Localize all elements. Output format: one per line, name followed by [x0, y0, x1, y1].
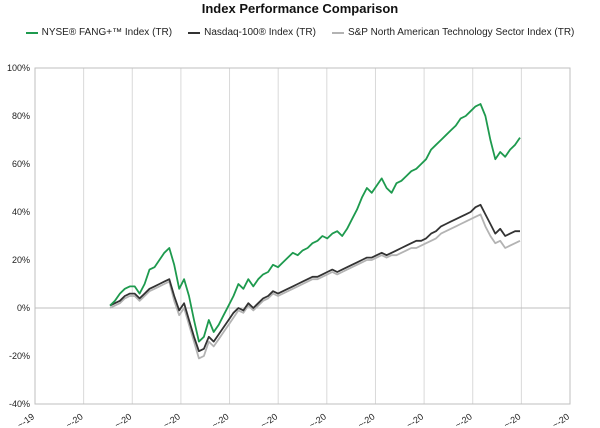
x-tick-label: ~-20	[210, 411, 231, 428]
x-tick-label: ~-20	[502, 411, 523, 428]
legend-label: NYSE® FANG+™ Index (TR)	[41, 27, 173, 38]
series-line-2	[109, 213, 521, 360]
legend-item-2: S&P North American Technology Sector Ind…	[331, 27, 575, 38]
legend-label: Nasdaq-100® Index (TR)	[204, 27, 316, 38]
legend-swatch	[331, 31, 344, 34]
legend: NYSE® FANG+™ Index (TR) Nasdaq-100® Index…	[0, 27, 600, 38]
y-tick-labels: -40% -20% 0% 20% 40% 60% 80% 100%	[7, 63, 30, 409]
y-tick-label: 20%	[12, 255, 30, 265]
x-tick-labels: ~-19 ~-20 ~-20 ~-20 ~-20 ~-20 ~-20 ~-20 ~-20 ~-20…	[15, 411, 571, 428]
y-tick-label: 40%	[12, 207, 30, 217]
y-tick-label: 0%	[17, 303, 30, 313]
y-tick-label: 80%	[12, 111, 30, 121]
series-line-0	[109, 103, 521, 343]
legend-label: S&P North American Technology Sector Ind…	[347, 27, 575, 38]
x-tick-label: ~-19	[15, 411, 36, 428]
series-line-1	[109, 203, 520, 353]
legend-swatch	[25, 31, 38, 34]
plot-frame	[34, 67, 571, 405]
y-tick-label: -20%	[9, 351, 30, 361]
y-tick-label: 60%	[12, 159, 30, 169]
x-tick-label: ~-20	[307, 411, 328, 428]
legend-item-0: NYSE® FANG+™ Index (TR)	[25, 27, 173, 38]
legend-swatch	[188, 31, 201, 34]
x-tick-label: ~-20	[356, 411, 377, 428]
axes	[34, 67, 571, 405]
x-tick-label: ~-20	[161, 411, 182, 428]
x-tick-label: ~-20	[113, 411, 134, 428]
x-tick-label: ~-20	[550, 411, 571, 428]
x-tick-label: ~-20	[64, 411, 85, 428]
x-tick-label: ~-20	[453, 411, 474, 428]
y-tick-label: 100%	[7, 63, 30, 73]
legend-item-1: Nasdaq-100® Index (TR)	[188, 27, 316, 38]
x-tick-label: ~-20	[405, 411, 426, 428]
x-tick-label: ~-20	[259, 411, 280, 428]
chart-title: Index Performance Comparison	[201, 1, 399, 16]
y-tick-label: -40%	[9, 399, 30, 409]
series-lines	[109, 103, 521, 360]
